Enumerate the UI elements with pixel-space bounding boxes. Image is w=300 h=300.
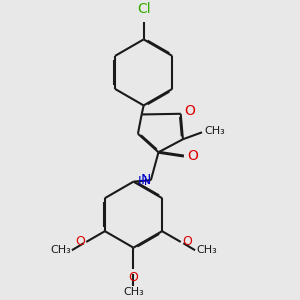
Text: O: O [75, 236, 85, 248]
Text: CH₃: CH₃ [204, 126, 225, 136]
Text: CH₃: CH₃ [123, 287, 144, 297]
Text: O: O [129, 271, 138, 284]
Text: CH₃: CH₃ [50, 245, 70, 255]
Text: O: O [184, 104, 195, 118]
Text: N: N [140, 173, 151, 187]
Text: H: H [138, 175, 147, 188]
Text: Cl: Cl [137, 2, 151, 16]
Text: O: O [188, 149, 199, 163]
Text: O: O [182, 236, 192, 248]
Text: CH₃: CH₃ [196, 245, 217, 255]
